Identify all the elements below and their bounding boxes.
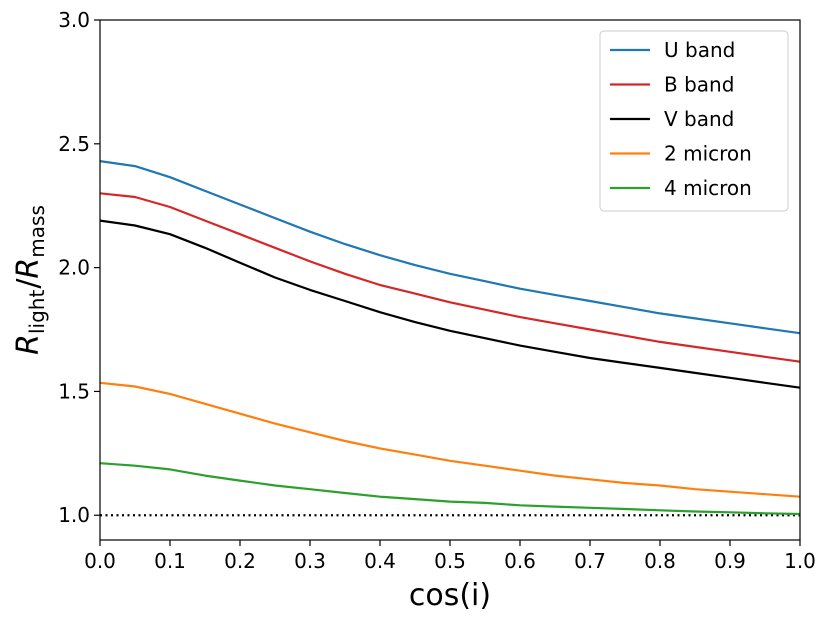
- legend-label: U band: [664, 38, 735, 62]
- legend-label: V band: [664, 107, 734, 131]
- series-line-v-band: [99, 219, 801, 389]
- series-line-2-micron: [99, 381, 801, 498]
- legend-label: 4 micron: [664, 176, 752, 200]
- y-tick-label: 1.0: [58, 503, 90, 527]
- x-tick-label: 0.6: [504, 549, 536, 573]
- y-axis-label-num-sub: light: [25, 290, 49, 334]
- legend: U band B band V band 2 micron 4 micron: [599, 30, 789, 212]
- y-tick-label: 2.5: [58, 132, 90, 156]
- series-line-4-micron: [99, 462, 801, 516]
- legend-label: 2 micron: [664, 142, 752, 166]
- series-line-u-band: [99, 160, 801, 335]
- y-tick-label: 2.0: [58, 256, 90, 280]
- x-tick-label: 0.9: [714, 549, 746, 573]
- x-tick-label: 0.7: [574, 549, 606, 573]
- y-axis: 1.0 1.5 2.0 2.5 3.0: [58, 8, 100, 527]
- x-tick-label: 0.5: [434, 549, 466, 573]
- plot-area: [99, 160, 801, 517]
- y-tick-label: 1.5: [58, 379, 90, 403]
- x-tick-label: 0.8: [644, 549, 676, 573]
- series-line-b-band: [99, 192, 801, 363]
- x-tick-label: 0.0: [84, 549, 116, 573]
- x-tick-label: 1.0: [784, 549, 816, 573]
- y-axis-label-den-sub: mass: [25, 205, 49, 258]
- x-axis: 0.0 0.1 0.2 0.3 0.4 0.5 0.6 0.7 0.8 0.9 1.0: [84, 540, 816, 573]
- x-tick-label: 0.1: [154, 549, 186, 573]
- y-tick-label: 3.0: [58, 8, 90, 32]
- x-tick-label: 0.3: [294, 549, 326, 573]
- x-axis-label: cos(i): [409, 578, 491, 613]
- y-axis-label: Rlight/Rmass: [11, 205, 49, 355]
- x-tick-label: 0.2: [224, 549, 256, 573]
- y-axis-label-slash: /: [11, 278, 46, 289]
- legend-box: [599, 30, 789, 212]
- x-tick-label: 0.4: [364, 549, 396, 573]
- y-axis-label-den: R: [11, 258, 46, 279]
- y-axis-label-num: R: [11, 334, 46, 355]
- legend-label: B band: [664, 73, 734, 97]
